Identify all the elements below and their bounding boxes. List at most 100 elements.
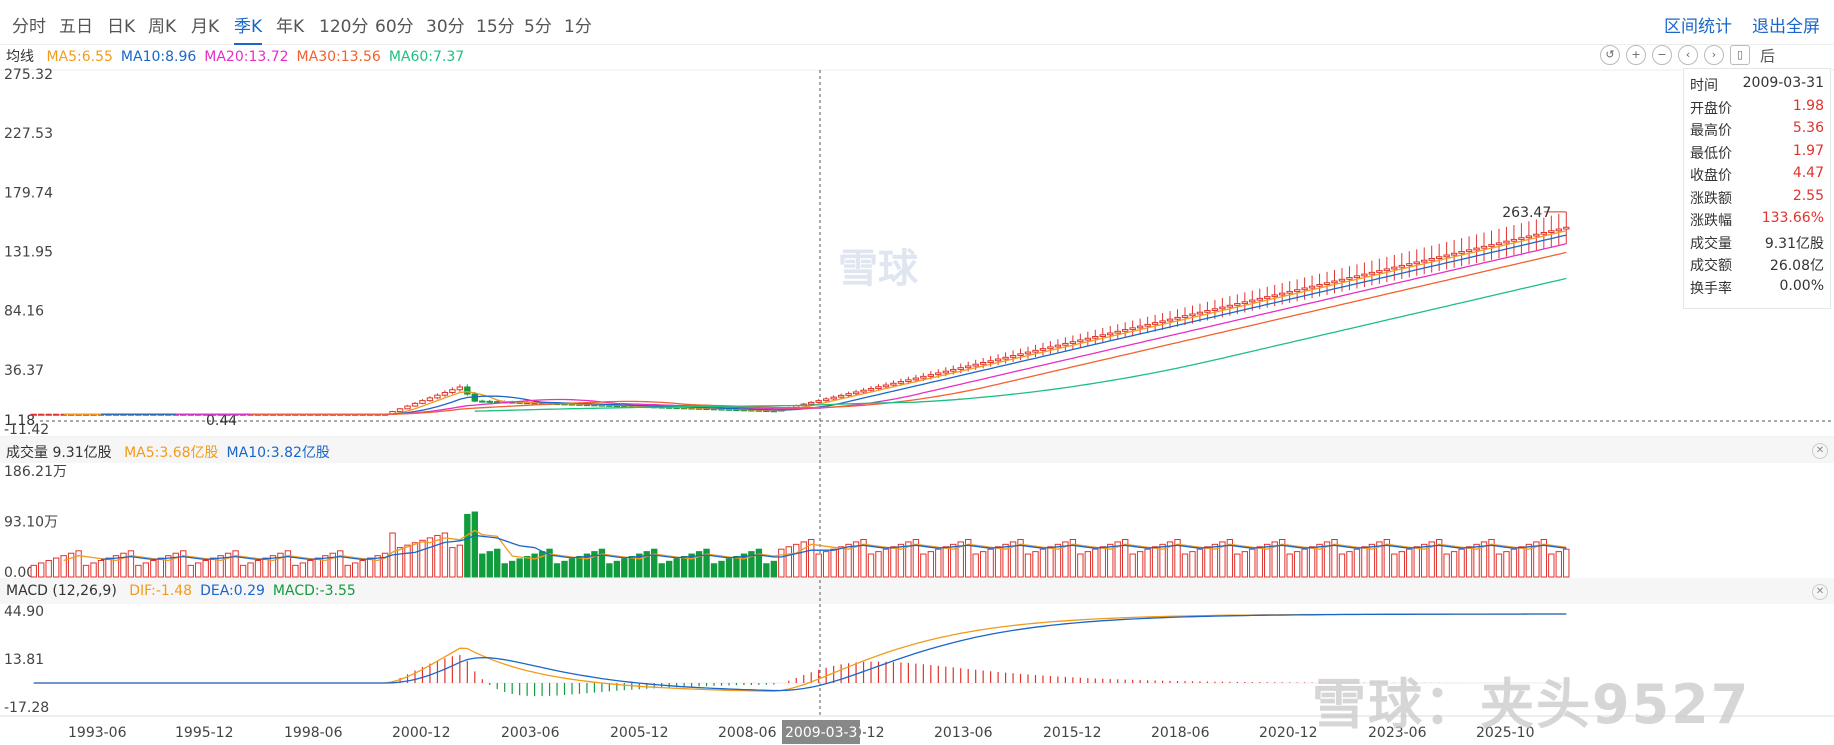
volume-bar <box>778 548 785 578</box>
reset-icon[interactable]: ↺ <box>1600 45 1620 65</box>
volume-bar <box>1009 541 1017 578</box>
macd-item-1: DEA:0.29 <box>200 583 265 599</box>
candle-body <box>822 398 830 402</box>
candle-body <box>1391 266 1398 270</box>
tab-7[interactable]: 120分 <box>319 17 369 37</box>
volume-bar <box>307 560 314 578</box>
volume-bar <box>501 563 508 578</box>
candle-body <box>1480 245 1488 249</box>
low-price-label: 0.44 <box>206 413 237 429</box>
volume-bar <box>957 541 964 578</box>
ma30-line <box>250 251 1567 415</box>
tab-5[interactable]: 季K <box>234 12 263 45</box>
info-value: 26.08亿 <box>1769 258 1824 274</box>
candle-body <box>1473 247 1480 251</box>
tab-12[interactable]: 1分 <box>564 17 592 37</box>
candle-body <box>1331 280 1338 284</box>
volume-bar <box>352 562 359 578</box>
candle-style-icon[interactable]: ▯ <box>1730 45 1750 65</box>
range-stats-link[interactable]: 区间统计 <box>1664 17 1732 37</box>
exit-fullscreen-link[interactable]: 退出全屏 <box>1752 17 1820 37</box>
info-row: 涨跌额 2.55 <box>1690 188 1824 210</box>
volume-bar <box>1069 538 1077 578</box>
candle-body <box>1047 346 1054 350</box>
x-axis-tick: 2015-12 <box>1043 725 1102 741</box>
candle-body <box>1039 348 1047 351</box>
volume-bar <box>45 560 52 578</box>
tab-1[interactable]: 五日 <box>59 17 93 37</box>
candle-body <box>1024 351 1032 355</box>
candle-body <box>1338 278 1346 282</box>
info-key: 最低价 <box>1690 145 1732 162</box>
volume-bar <box>1114 541 1121 578</box>
volume-bar <box>1518 546 1525 578</box>
candle-body <box>1181 315 1189 318</box>
tab-8[interactable]: 60分 <box>375 17 414 37</box>
volume-bar <box>292 564 299 578</box>
tab-2[interactable]: 日K <box>107 17 136 37</box>
volume-bar <box>1361 546 1368 578</box>
candle-body <box>1353 275 1361 279</box>
zoom-out-icon[interactable]: − <box>1652 45 1672 65</box>
volume-bar <box>1563 548 1570 578</box>
volume-bar <box>785 546 792 578</box>
candle-body <box>404 405 411 410</box>
volume-bar <box>426 537 434 578</box>
candle-body <box>920 375 927 379</box>
watermark-center: 雪球 <box>838 246 918 292</box>
volume-bar <box>508 560 516 578</box>
candle-body <box>1316 283 1323 287</box>
volume-bar <box>1413 546 1420 578</box>
volume-bar <box>1540 538 1548 578</box>
price-y-tick: 179.74 <box>4 185 53 201</box>
candle-body <box>1166 318 1174 322</box>
tab-3[interactable]: 周K <box>148 17 177 37</box>
candle-body <box>1555 228 1562 232</box>
tab-6[interactable]: 年K <box>276 17 305 37</box>
info-row: 最高价 5.36 <box>1690 120 1824 142</box>
candle-body <box>419 400 426 404</box>
candle-body <box>1518 237 1525 240</box>
tab-10[interactable]: 15分 <box>476 17 515 37</box>
volume-bar <box>546 548 553 578</box>
macd-close-icon[interactable]: ✕ <box>1812 584 1828 600</box>
candle-body <box>1189 313 1196 317</box>
scroll-left-icon[interactable]: ‹ <box>1678 45 1698 65</box>
candle-body <box>1346 277 1353 280</box>
candle-body <box>1092 335 1099 339</box>
volume-bar <box>942 546 949 578</box>
tab-4[interactable]: 月K <box>191 17 220 37</box>
volume-close-icon[interactable]: ✕ <box>1812 443 1828 459</box>
scroll-right-icon[interactable]: › <box>1704 45 1724 65</box>
x-axis-tick: 2000-12 <box>392 725 451 741</box>
volume-bar <box>994 546 1002 578</box>
volume-bar <box>359 560 366 578</box>
volume-bar <box>344 564 351 578</box>
volume-legend: 成交量 9.31亿股 MA5:3.68亿股 MA10:3.82亿股 <box>6 442 346 462</box>
candle-body <box>1219 306 1226 310</box>
tab-11[interactable]: 5分 <box>524 17 552 37</box>
tab-9[interactable]: 30分 <box>426 17 465 37</box>
volume-bar <box>486 551 493 578</box>
candle-body <box>965 365 972 369</box>
candle-body <box>1383 268 1391 272</box>
candle-body <box>52 413 60 416</box>
volume-bar <box>419 539 426 578</box>
volume-bar <box>613 560 621 578</box>
volume-bar <box>299 562 307 578</box>
tab-0[interactable]: 分时 <box>12 17 46 37</box>
volume-bar <box>1548 553 1555 578</box>
zoom-in-icon[interactable]: + <box>1626 45 1646 65</box>
candle-body <box>1293 289 1301 292</box>
info-row: 成交额 26.08亿 <box>1690 255 1824 277</box>
volume-bar <box>1129 553 1136 578</box>
volume-bar <box>1249 548 1256 578</box>
volume-bar <box>449 547 456 578</box>
info-value: 133.66% <box>1761 210 1824 226</box>
candle-body <box>1323 282 1331 285</box>
volume-bar <box>322 555 329 578</box>
volume-bar <box>1323 541 1331 578</box>
volume-bar <box>1368 543 1376 578</box>
x-axis-tick: 2013-06 <box>934 725 993 741</box>
